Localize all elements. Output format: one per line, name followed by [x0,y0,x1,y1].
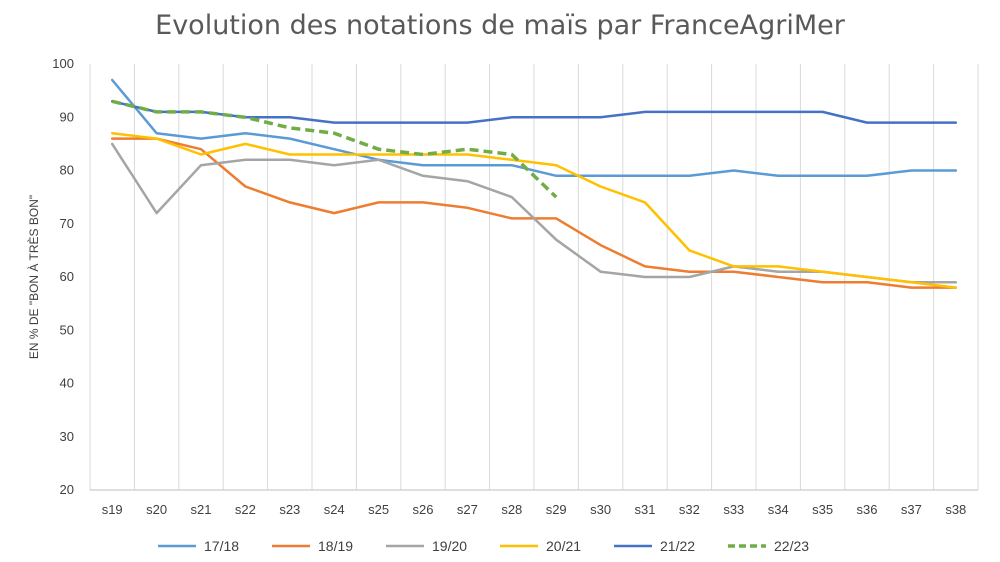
legend-item: 17/18 [158,538,239,554]
legend-label: 18/19 [318,538,353,554]
y-tick-label: 90 [60,109,74,124]
x-tick-label: s37 [901,502,922,517]
legend-label: 22/23 [774,538,809,554]
chart-title: Evolution des notations de maïs par Fran… [155,10,846,41]
y-tick-label: 30 [60,429,74,444]
x-tick-label: s35 [812,502,833,517]
x-tick-label: s24 [324,502,345,517]
x-tick-label: s23 [279,502,300,517]
x-tick-label: s34 [768,502,789,517]
x-tick-label: s33 [723,502,744,517]
y-tick-label: 80 [60,163,74,178]
x-tick-labels: s19 s20 s21 s22 s23 s24 s25 s26 s27 s28 s29 s30 s31 s… [102,502,967,517]
series-layer [110,78,958,289]
legend-label: 20/21 [546,538,581,554]
legend-item: 20/21 [500,538,581,554]
series-line-0 [110,78,958,178]
x-tick-label: s25 [368,502,389,517]
legend: 17/18 18/19 19/20 20/21 21/22 22/23 [158,538,809,554]
y-tick-label: 40 [60,376,74,391]
legend-item: 18/19 [272,538,353,554]
series-line-3 [110,131,958,289]
x-tick-label: s20 [146,502,167,517]
y-tick-label: 70 [60,216,74,231]
y-tick-labels: 20 30 40 50 60 70 80 90 100 [52,56,74,497]
series-line-5 [111,99,558,199]
legend-label: 19/20 [432,538,467,554]
x-tick-label: s28 [501,502,522,517]
grid-layer [89,64,979,491]
legend-item: 22/23 [728,538,809,554]
legend-label: 17/18 [204,538,239,554]
legend-item: 21/22 [614,538,695,554]
x-tick-label: s32 [679,502,700,517]
y-tick-label: 60 [60,269,74,284]
y-tick-label: 100 [52,56,74,71]
y-tick-label: 50 [60,322,74,337]
x-tick-label: s36 [857,502,878,517]
y-tick-label: 20 [60,482,74,497]
x-tick-label: s26 [413,502,434,517]
legend-item: 19/20 [386,538,467,554]
x-tick-label: s22 [235,502,256,517]
legend-label: 21/22 [660,538,695,554]
y-axis-label: EN % DE "BON À TRÈS BON" [26,195,41,359]
x-tick-label: s29 [546,502,567,517]
x-tick-label: s38 [945,502,966,517]
x-tick-label: s30 [590,502,611,517]
x-tick-label: s21 [191,502,212,517]
x-tick-label: s31 [635,502,656,517]
x-tick-label: s19 [102,502,123,517]
x-tick-label: s27 [457,502,478,517]
